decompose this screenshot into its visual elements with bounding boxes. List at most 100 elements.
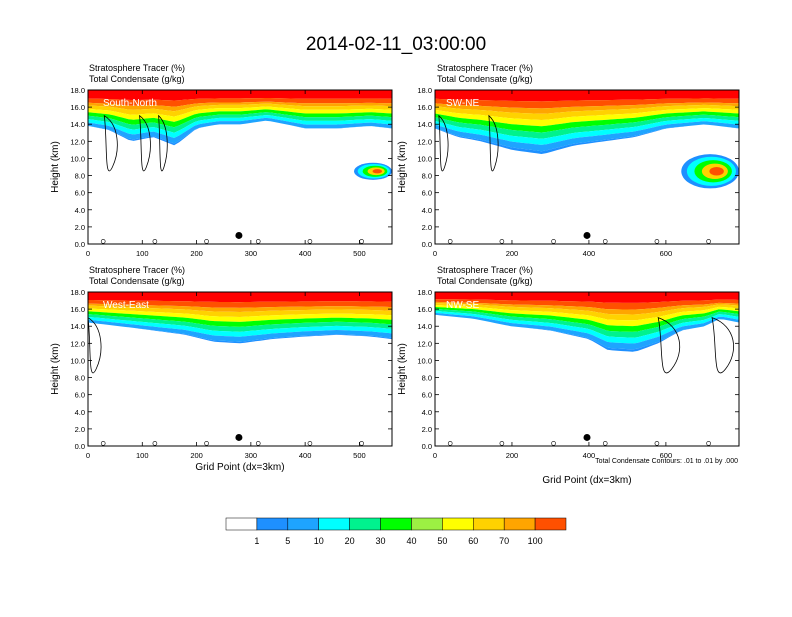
tracer-band xyxy=(88,292,392,303)
colorbar-label: 20 xyxy=(345,536,355,546)
y-tick-label: 16.0 xyxy=(417,103,432,112)
x-tick-label: 200 xyxy=(506,451,519,460)
location-marker xyxy=(235,433,243,441)
colorbar-swatch xyxy=(380,517,412,531)
surface-contour xyxy=(204,239,209,244)
surface-contour xyxy=(654,441,660,446)
panel-label: West-East xyxy=(103,300,149,311)
y-tick-label: 2.0 xyxy=(75,425,85,434)
tracer-band xyxy=(435,90,739,102)
tracer-band xyxy=(435,98,739,109)
tracer-band xyxy=(435,301,739,315)
y-tick-label: 8.0 xyxy=(75,374,85,383)
colorbar-swatch xyxy=(318,517,350,531)
x-tick-label: 300 xyxy=(245,451,258,460)
x-tick-label: 500 xyxy=(353,249,366,258)
colorbar-label: 30 xyxy=(376,536,386,546)
colorbar-swatch xyxy=(503,517,536,531)
y-axis-label: Height (km) xyxy=(397,343,408,395)
x-tick-label: 400 xyxy=(299,451,312,460)
y-tick-label: 16.0 xyxy=(70,305,85,314)
y-tick-label: 12.0 xyxy=(417,137,432,146)
colorbar-swatch xyxy=(225,517,258,531)
plot-frame xyxy=(434,89,740,245)
y-tick-label: 6.0 xyxy=(422,391,432,400)
tracer-band xyxy=(88,316,392,337)
y-tick-label: 4.0 xyxy=(422,206,432,215)
x-tick-label: 400 xyxy=(583,249,596,258)
plot-frame xyxy=(87,89,393,245)
x-tick-label: 600 xyxy=(660,451,673,460)
tracer-band xyxy=(88,106,392,122)
y-tick-label: 14.0 xyxy=(70,120,85,129)
y-tick-label: 14.0 xyxy=(417,120,432,129)
y-tick-label: 0.0 xyxy=(422,240,432,249)
plot-area xyxy=(88,90,392,244)
y-tick-label: 18.0 xyxy=(70,288,85,297)
tracer-band xyxy=(88,319,392,342)
tracer-band xyxy=(88,115,392,138)
y-tick-label: 12.0 xyxy=(70,137,85,146)
panel-subtitle-line2: Total Condensate (g/kg) xyxy=(89,276,185,286)
y-tick-label: 10.0 xyxy=(417,154,432,163)
y-tick-label: 0.0 xyxy=(75,240,85,249)
plot-area xyxy=(88,292,392,446)
panel-south-north: Stratosphere Tracer (%) Total Condensate… xyxy=(50,63,393,258)
tracer-band xyxy=(88,305,392,317)
colorbar-label: 40 xyxy=(406,536,416,546)
surface-contour xyxy=(100,441,106,446)
surface-contour xyxy=(706,441,711,446)
y-tick-label: 4.0 xyxy=(422,408,432,417)
panel-west-east: Stratosphere Tracer (%) Total Condensate… xyxy=(50,265,393,473)
tracer-band xyxy=(88,90,392,101)
tracer-pocket xyxy=(372,169,383,174)
tracer-band xyxy=(88,98,392,107)
condensate-contour xyxy=(657,317,680,374)
y-tick-label: 0.0 xyxy=(75,442,85,451)
tracer-band xyxy=(435,108,739,127)
colorbar-label: 5 xyxy=(285,536,290,546)
plot-area xyxy=(435,90,739,244)
plot-area xyxy=(435,292,739,446)
tracer-band xyxy=(435,111,739,133)
condensate-contour xyxy=(88,317,102,374)
colorbar-swatch xyxy=(349,517,381,531)
surface-contour xyxy=(204,441,209,446)
tracer-band xyxy=(88,112,392,133)
colorbar-swatch xyxy=(473,517,505,531)
y-tick-label: 2.0 xyxy=(75,223,85,232)
y-tick-label: 6.0 xyxy=(75,391,85,400)
y-tick-label: 10.0 xyxy=(417,356,432,365)
x-tick-label: 0 xyxy=(86,451,90,460)
tracer-band xyxy=(435,312,739,350)
panel-subtitle-line1: Stratosphere Tracer (%) xyxy=(89,63,185,73)
tracer-band xyxy=(88,103,392,117)
panel-label: South-North xyxy=(103,98,157,109)
tracer-band xyxy=(435,307,739,332)
colorbar: 1 5 10 20 30 40 50 60 70 100 xyxy=(225,517,567,546)
tracer-band xyxy=(88,311,392,327)
tracer-band xyxy=(88,300,392,308)
y-tick-label: 10.0 xyxy=(70,154,85,163)
panel-subtitle-line2: Total Condensate (g/kg) xyxy=(437,276,533,286)
y-tick-label: 10.0 xyxy=(70,356,85,365)
colorbar-label: 60 xyxy=(468,536,478,546)
surface-contour xyxy=(100,239,106,244)
x-tick-label: 0 xyxy=(433,451,437,460)
panel-subtitle-line1: Stratosphere Tracer (%) xyxy=(89,265,185,275)
tracer-band xyxy=(435,114,739,139)
colorbar-swatch xyxy=(411,517,443,531)
x-axis-label: Grid Point (dx=3km) xyxy=(195,462,284,473)
surface-contour xyxy=(602,441,608,446)
colorbar-label: 10 xyxy=(314,536,324,546)
surface-contour xyxy=(602,239,608,244)
y-tick-label: 14.0 xyxy=(70,322,85,331)
tracer-band xyxy=(88,117,392,144)
tracer-band xyxy=(88,308,392,322)
location-marker xyxy=(583,433,591,441)
condensate-contour xyxy=(158,114,168,172)
tracer-band xyxy=(435,292,739,303)
tracer-band xyxy=(435,303,739,321)
surface-contour xyxy=(551,239,556,244)
